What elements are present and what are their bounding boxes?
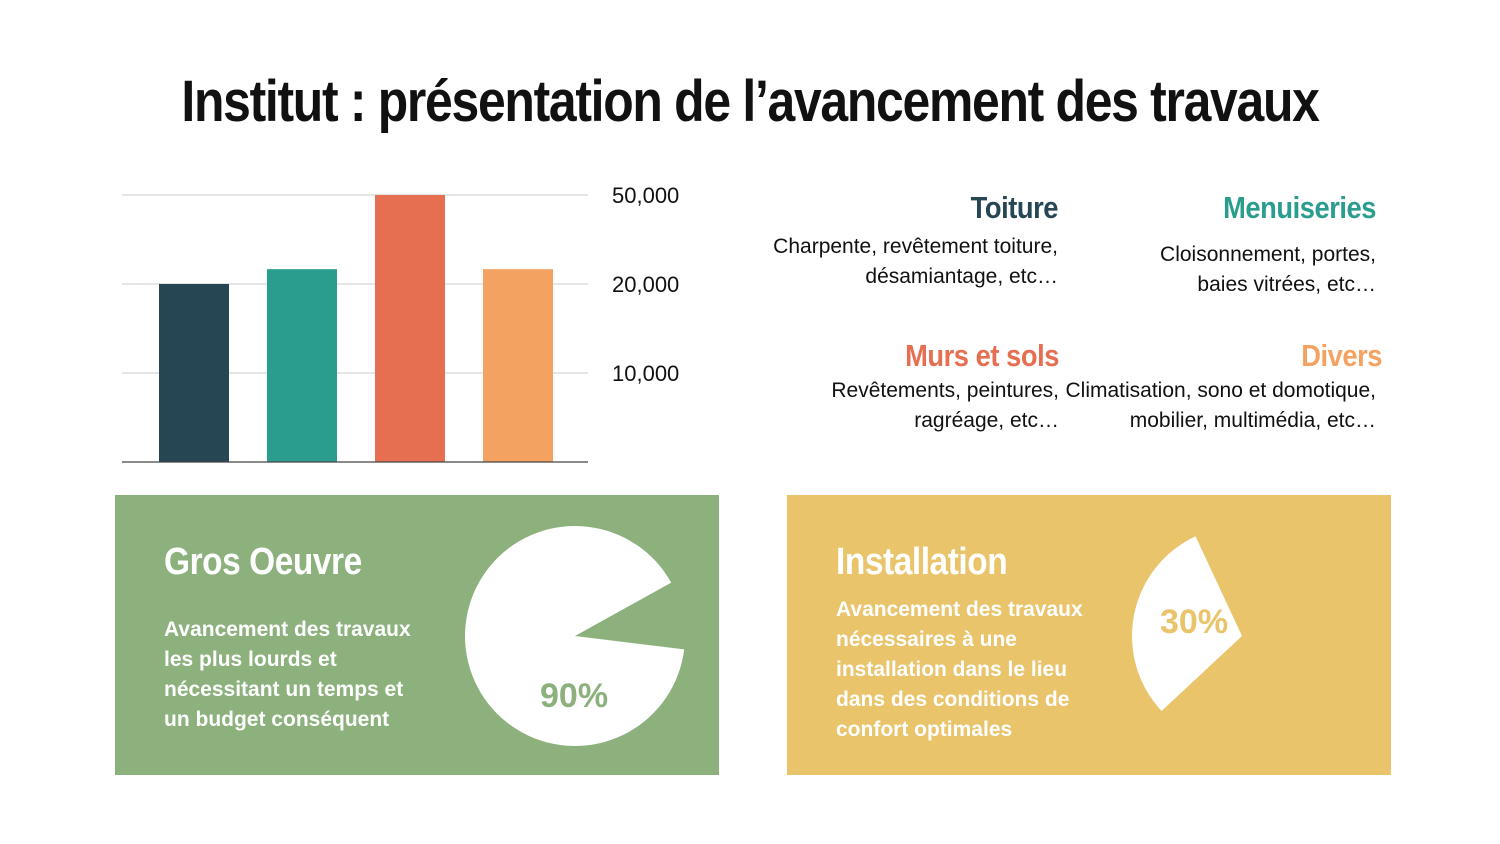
category-description: Climatisation, sono et domotique, mobili… — [1065, 379, 1377, 432]
progress-pie — [465, 526, 685, 746]
panel-description: Avancement des travaux les plus lourds e… — [164, 618, 411, 731]
bar-1 — [159, 284, 229, 462]
y-tick-label: 50,000 — [612, 183, 679, 208]
category-divers: Divers Climatisation, sono et domotique,… — [1052, 338, 1383, 436]
category-title: Menuiseries — [1223, 190, 1376, 225]
percent-label: 90% — [540, 677, 609, 715]
y-tick-label: 10,000 — [612, 361, 679, 386]
category-toiture: Toiture Charpente, revêtement toiture, d… — [728, 190, 1058, 292]
panel-title: Gros Oeuvre — [164, 541, 362, 583]
panel-description: Avancement des travaux nécessaires à une… — [836, 598, 1083, 741]
bar-3 — [375, 195, 445, 462]
page-title: Institut : présentation de l’avancement … — [181, 69, 1319, 134]
panel-installation: Installation Avancement des travaux néce… — [787, 495, 1391, 775]
category-menuiseries: Menuiseries Cloisonnement, portes, baies… — [1046, 190, 1376, 300]
category-description: Cloisonnement, portes, baies vitrées, et… — [1160, 243, 1376, 296]
panel-gros-oeuvre: Gros Oeuvre Avancement des travaux les p… — [115, 495, 719, 775]
category-description: Charpente, revêtement toiture, désamiant… — [773, 235, 1058, 288]
category-murs-et-sols: Murs et sols Revêtements, peintures, rag… — [729, 338, 1059, 436]
bar-4 — [483, 269, 553, 462]
pie-slice — [465, 526, 685, 746]
pie-slice — [1132, 536, 1242, 712]
category-title: Divers — [1301, 338, 1382, 373]
panel-title: Installation — [836, 541, 1008, 583]
percent-label: 30% — [1160, 603, 1229, 641]
y-tick-label: 20,000 — [612, 272, 679, 297]
bar-chart: 10,000 20,000 50,000 — [122, 183, 679, 463]
category-title: Toiture — [970, 190, 1059, 225]
bar-2 — [267, 269, 337, 462]
category-title: Murs et sols — [905, 338, 1059, 373]
category-description: Revêtements, peintures, ragréage, etc… — [831, 379, 1059, 432]
progress-pie — [1132, 536, 1242, 712]
